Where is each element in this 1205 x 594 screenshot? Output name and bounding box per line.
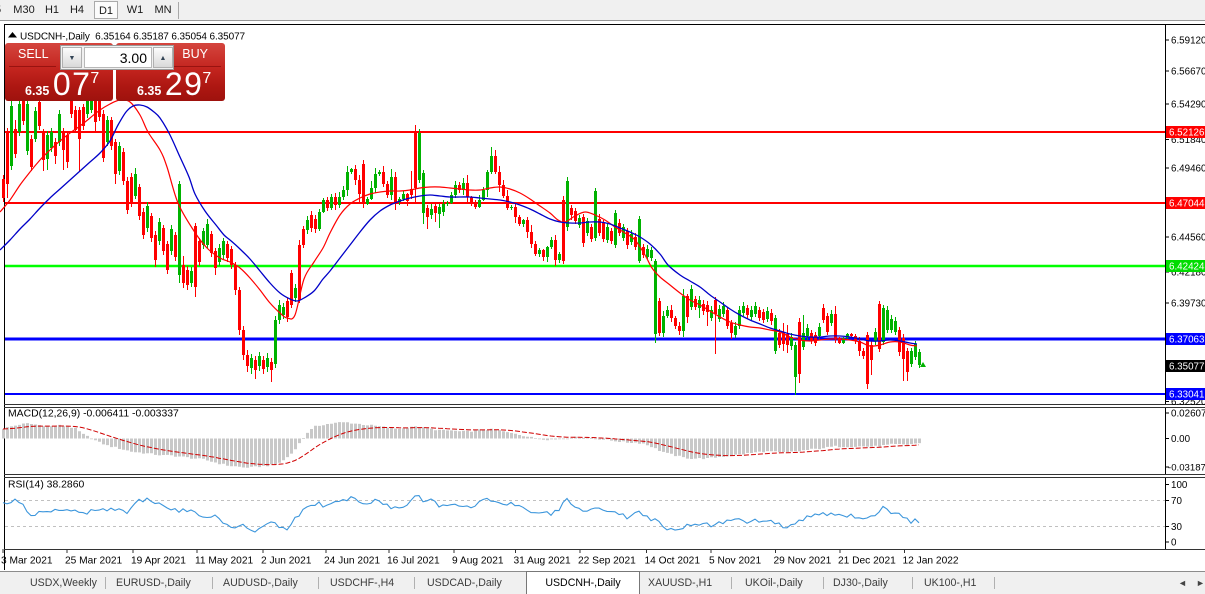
- svg-text:0: 0: [1171, 538, 1177, 549]
- svg-text:100: 100: [1171, 480, 1188, 491]
- svg-text:6.39730: 6.39730: [1171, 299, 1205, 310]
- svg-text:0.02607: 0.02607: [1171, 409, 1205, 420]
- svg-text:31 Aug 2021: 31 Aug 2021: [514, 556, 572, 567]
- svg-text:6.54290: 6.54290: [1171, 100, 1205, 111]
- svg-text:19 Apr 2021: 19 Apr 2021: [131, 556, 186, 567]
- svg-text:70: 70: [1171, 496, 1182, 507]
- svg-text:6.42180: 6.42180: [1171, 268, 1205, 279]
- svg-text:6.51840: 6.51840: [1171, 135, 1205, 146]
- svg-text:6.56670: 6.56670: [1171, 67, 1205, 78]
- svg-text:22 Sep 2021: 22 Sep 2021: [578, 556, 636, 567]
- svg-text:21 Dec 2021: 21 Dec 2021: [838, 556, 896, 567]
- svg-text:29 Nov 2021: 29 Nov 2021: [774, 556, 832, 567]
- svg-text:16 Jul 2021: 16 Jul 2021: [387, 556, 440, 567]
- svg-text:3 Mar 2021: 3 Mar 2021: [1, 556, 53, 567]
- svg-text:6.42424: 6.42424: [1169, 262, 1205, 273]
- svg-text:30: 30: [1171, 522, 1182, 533]
- svg-text:RSI(14) 38.2860: RSI(14) 38.2860: [8, 480, 84, 491]
- svg-text:0.00: 0.00: [1171, 434, 1191, 445]
- svg-text:11 May 2021: 11 May 2021: [195, 556, 253, 567]
- svg-text:6.32520: 6.32520: [1171, 397, 1205, 408]
- svg-text:12 Jan 2022: 12 Jan 2022: [903, 556, 959, 567]
- svg-text:6.37063: 6.37063: [1169, 335, 1205, 346]
- svg-text:6.49460: 6.49460: [1171, 164, 1205, 175]
- svg-text:2 Jun 2021: 2 Jun 2021: [261, 556, 312, 567]
- svg-text:24 Jun 2021: 24 Jun 2021: [324, 556, 380, 567]
- svg-text:9 Aug 2021: 9 Aug 2021: [452, 556, 504, 567]
- svg-text:6.47044: 6.47044: [1169, 199, 1205, 210]
- svg-text:25 Mar 2021: 25 Mar 2021: [65, 556, 123, 567]
- svg-text:6.52126: 6.52126: [1169, 128, 1205, 139]
- svg-text:6.44560: 6.44560: [1171, 233, 1205, 244]
- svg-text:6.59120: 6.59120: [1171, 36, 1205, 47]
- svg-text:MACD(12,26,9) -0.006411 -0.003: MACD(12,26,9) -0.006411 -0.003337: [8, 409, 179, 420]
- svg-text:6.33041: 6.33041: [1169, 390, 1204, 401]
- svg-text:14 Oct 2021: 14 Oct 2021: [645, 556, 701, 567]
- svg-text:USDCNH-,Daily 6.35164 6.35187: USDCNH-,Daily 6.35164 6.35187 6.35054 6.…: [20, 32, 246, 43]
- svg-text:-0.03187: -0.03187: [1168, 463, 1205, 474]
- svg-text:5 Nov 2021: 5 Nov 2021: [709, 556, 761, 567]
- svg-text:6.35077: 6.35077: [1169, 362, 1204, 373]
